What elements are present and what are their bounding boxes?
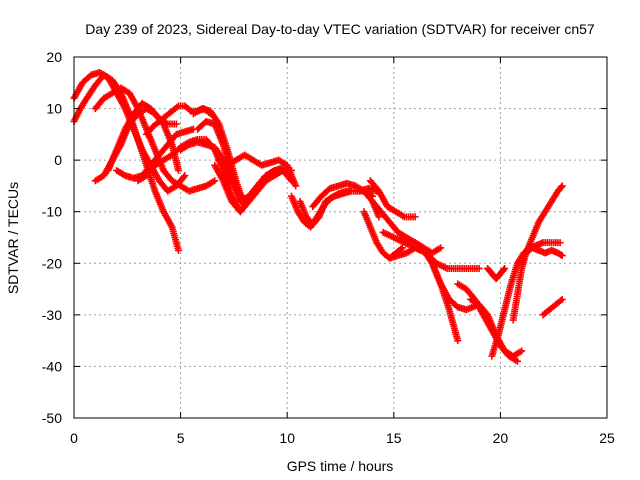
data-points	[70, 68, 566, 365]
series-track-22	[386, 244, 483, 314]
series-track-28	[522, 182, 566, 257]
data-point	[292, 182, 300, 190]
y-tick-label: -40	[42, 358, 62, 374]
x-tick-label: 15	[386, 430, 402, 446]
data-point	[174, 166, 182, 174]
y-tick-label: 20	[46, 49, 62, 65]
data-point	[398, 244, 406, 252]
data-point	[558, 252, 566, 260]
data-point	[181, 172, 189, 180]
data-point	[558, 182, 566, 190]
data-point	[558, 295, 566, 303]
data-point	[500, 266, 508, 274]
x-tick-label: 20	[493, 430, 509, 446]
x-tick-label: 5	[177, 430, 185, 446]
series-track-26	[488, 239, 564, 360]
series-track-29	[539, 295, 566, 319]
y-tick-label: 0	[54, 152, 62, 168]
series-track-1	[70, 71, 182, 254]
grid	[74, 57, 607, 418]
axis-ticks: 0 5 10 15 20 25 -50 -40 -30 -20 -10 0 10 20	[42, 49, 615, 446]
series-track-16	[309, 179, 383, 221]
data-point	[557, 183, 565, 191]
series-track-5	[104, 99, 180, 174]
data-point	[475, 264, 483, 272]
series-track-27	[509, 244, 566, 324]
data-point	[556, 239, 564, 247]
data-point	[174, 246, 182, 254]
y-tick-label: -10	[42, 204, 62, 220]
data-point	[518, 347, 526, 355]
data-point	[211, 177, 219, 185]
x-tick-label: 0	[70, 430, 78, 446]
data-point	[454, 337, 462, 345]
y-tick-label: 10	[46, 101, 62, 117]
data-point	[513, 357, 521, 365]
plot-frame	[73, 56, 608, 419]
series-track-25	[484, 264, 509, 283]
x-axis-label: GPS time / hours	[287, 458, 394, 474]
series-track-18	[366, 177, 419, 221]
y-tick-label: -30	[42, 307, 62, 323]
data-point	[557, 251, 565, 259]
chart-title: Day 239 of 2023, Sidereal Day-to-day VTE…	[85, 21, 595, 37]
y-tick-label: -50	[42, 410, 62, 426]
y-axis-label: SDTVAR / TECUs	[5, 182, 21, 294]
data-point	[180, 173, 188, 181]
y-tick-label: -20	[42, 255, 62, 271]
data-point	[172, 120, 180, 128]
series-track-13	[215, 151, 300, 190]
series-track-12	[211, 161, 295, 216]
data-point	[411, 213, 419, 221]
data-point	[437, 244, 445, 252]
x-tick-label: 25	[599, 430, 615, 446]
x-tick-label: 10	[279, 430, 295, 446]
series-track-11	[177, 138, 287, 205]
data-point	[501, 264, 509, 272]
